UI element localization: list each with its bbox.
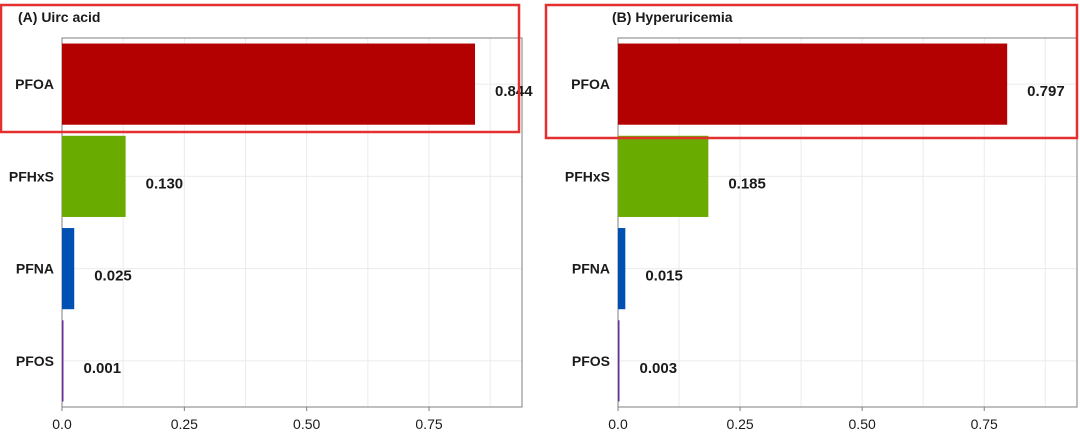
x-tick-label: 0.25 xyxy=(726,416,753,432)
x-tick-label: 0.75 xyxy=(415,416,442,432)
category-label-pfos: PFOS xyxy=(572,353,610,369)
category-label-pfna: PFNA xyxy=(572,261,610,277)
category-label-pfoa: PFOA xyxy=(571,76,610,92)
x-tick-label: 0.0 xyxy=(608,416,628,432)
value-label-pfna: 0.015 xyxy=(645,268,683,285)
x-tick-label: 0.75 xyxy=(971,416,998,432)
value-label-pfos: 0.001 xyxy=(84,360,122,377)
x-tick-label: 0.50 xyxy=(849,416,876,432)
plot-frame xyxy=(61,37,523,408)
bar-pfoa xyxy=(618,43,1008,125)
value-label-pfhxs: 0.130 xyxy=(146,175,184,192)
panel-title-b: (B) Hyperuricemia xyxy=(612,9,733,25)
value-label-pfhxs: 0.185 xyxy=(728,175,766,192)
value-label-pfoa: 0.797 xyxy=(1027,83,1065,100)
category-label-pfhxs: PFHxS xyxy=(9,168,54,184)
bar-pfos xyxy=(62,320,64,402)
x-tick-label: 0.0 xyxy=(52,416,72,432)
value-label-pfoa: 0.844 xyxy=(495,83,533,100)
x-tick-label: 0.25 xyxy=(171,416,198,432)
bar-pfna xyxy=(62,228,75,310)
value-label-pfna: 0.025 xyxy=(94,268,132,285)
x-tick-label: 0.50 xyxy=(293,416,320,432)
category-label-pfna: PFNA xyxy=(16,261,54,277)
panel-a: PFOA 0.844 PFHxS 0.130 PFNA 0.025 PFOS 0.001 0.0… xyxy=(0,3,533,432)
category-label-pfhxs: PFHxS xyxy=(565,168,610,184)
category-label-pfoa: PFOA xyxy=(15,76,54,92)
bar-pfoa xyxy=(62,43,476,125)
bar-pfos xyxy=(618,320,620,402)
category-label-pfos: PFOS xyxy=(16,353,54,369)
highlight-box xyxy=(0,3,521,134)
bar-pfhxs xyxy=(62,135,126,217)
panel-title-a: (A) Uirc acid xyxy=(18,9,100,25)
value-label-pfos: 0.003 xyxy=(640,360,678,377)
bar-pfna xyxy=(618,228,626,310)
bar-pfhxs xyxy=(618,135,709,217)
highlight-box xyxy=(544,3,1079,140)
plot-frame xyxy=(617,37,1078,408)
panel-b: PFOA 0.797 PFHxS 0.185 PFNA 0.015 PFOS 0.003 0.0… xyxy=(544,3,1079,432)
